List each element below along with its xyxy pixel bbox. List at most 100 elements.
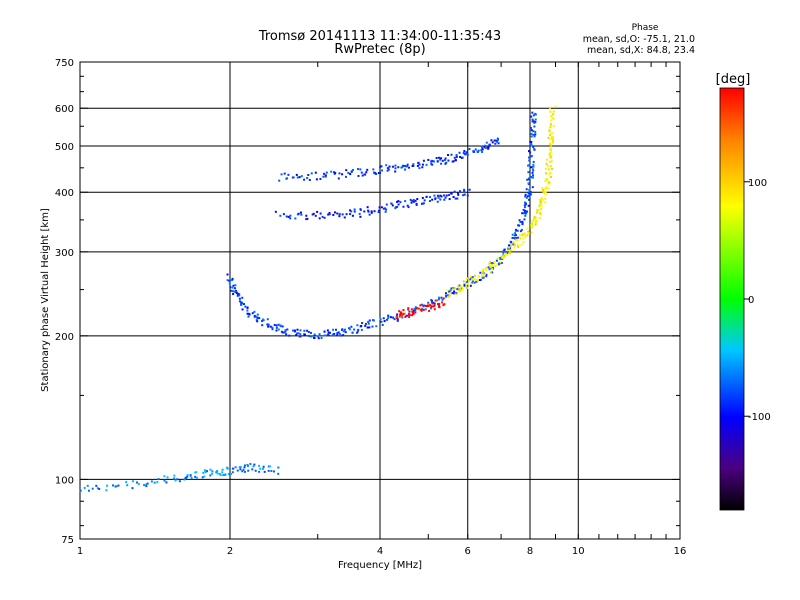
data-point	[544, 201, 547, 204]
data-point	[453, 290, 456, 293]
data-point	[386, 169, 389, 172]
data-point	[387, 316, 390, 319]
data-point	[229, 279, 232, 282]
data-point	[331, 333, 334, 336]
x-tick-label: 1	[77, 546, 83, 557]
data-point	[218, 473, 221, 476]
data-point	[481, 146, 484, 149]
data-point	[442, 297, 445, 300]
data-point	[510, 244, 513, 247]
data-point	[241, 308, 244, 311]
data-point	[453, 292, 456, 295]
data-point	[528, 163, 531, 166]
data-point	[402, 205, 405, 208]
data-point	[457, 192, 460, 195]
data-point	[304, 333, 307, 336]
data-point	[407, 314, 410, 317]
data-point	[438, 304, 441, 307]
data-point	[126, 484, 129, 487]
data-point	[299, 211, 302, 214]
data-point	[386, 167, 389, 170]
data-point	[253, 314, 256, 317]
data-point	[530, 132, 533, 135]
data-point	[232, 290, 235, 293]
data-point	[521, 223, 524, 226]
data-point	[394, 207, 397, 210]
data-point	[246, 306, 249, 309]
data-point	[550, 150, 553, 153]
data-point	[405, 165, 408, 168]
data-point	[317, 337, 320, 340]
data-point	[295, 173, 298, 176]
data-point	[363, 210, 366, 213]
chart-title: Tromsø 20141113 11:34:00-11:35:43	[258, 29, 501, 44]
data-point	[287, 215, 290, 218]
data-point	[513, 234, 516, 237]
data-point	[226, 273, 229, 276]
data-point	[380, 165, 383, 168]
data-point	[485, 273, 488, 276]
data-point	[391, 165, 394, 168]
data-point	[274, 210, 277, 213]
data-point	[323, 172, 326, 175]
data-point	[351, 331, 354, 334]
data-point	[345, 213, 348, 216]
data-point	[444, 162, 447, 165]
data-point	[530, 231, 533, 234]
data-point	[477, 149, 480, 152]
data-point	[532, 114, 535, 117]
data-point	[379, 171, 382, 174]
data-point	[540, 204, 543, 207]
data-points	[79, 105, 557, 492]
data-point	[459, 156, 462, 159]
data-point	[425, 163, 428, 166]
colorbar-tick-label: -100	[748, 412, 771, 423]
data-point	[195, 471, 198, 474]
data-point	[468, 188, 471, 191]
data-point	[410, 308, 413, 311]
data-point	[529, 144, 532, 147]
data-point	[387, 314, 390, 317]
data-point	[524, 206, 527, 209]
data-point	[340, 334, 343, 337]
data-point	[307, 334, 310, 337]
data-point	[485, 275, 488, 278]
data-point	[493, 139, 496, 142]
data-point	[544, 179, 547, 182]
data-point	[247, 315, 250, 318]
data-point	[459, 288, 462, 291]
data-point	[530, 154, 533, 157]
data-point	[343, 328, 346, 331]
data-point	[536, 211, 539, 214]
data-point	[530, 144, 533, 147]
data-point	[444, 294, 447, 297]
data-point	[332, 332, 335, 335]
data-point	[370, 210, 373, 213]
data-point	[418, 163, 421, 166]
data-point	[231, 279, 234, 282]
data-point	[336, 333, 339, 336]
data-point	[436, 194, 439, 197]
data-point	[488, 264, 491, 267]
data-point	[356, 324, 359, 327]
data-point	[514, 229, 517, 232]
data-point	[463, 150, 466, 153]
data-point	[530, 175, 533, 178]
data-point	[550, 156, 553, 159]
data-point	[404, 200, 407, 203]
data-point	[526, 210, 529, 213]
data-point	[490, 139, 493, 142]
data-point	[463, 284, 466, 287]
data-point	[394, 164, 397, 167]
data-point	[537, 209, 540, 212]
data-point	[545, 186, 548, 189]
data-point	[296, 332, 299, 335]
data-point	[403, 312, 406, 315]
data-point	[458, 284, 461, 287]
data-point	[519, 230, 522, 233]
data-point	[528, 195, 531, 198]
data-point	[502, 250, 505, 253]
data-point	[521, 233, 524, 236]
data-point	[405, 314, 408, 317]
data-point	[404, 168, 407, 171]
